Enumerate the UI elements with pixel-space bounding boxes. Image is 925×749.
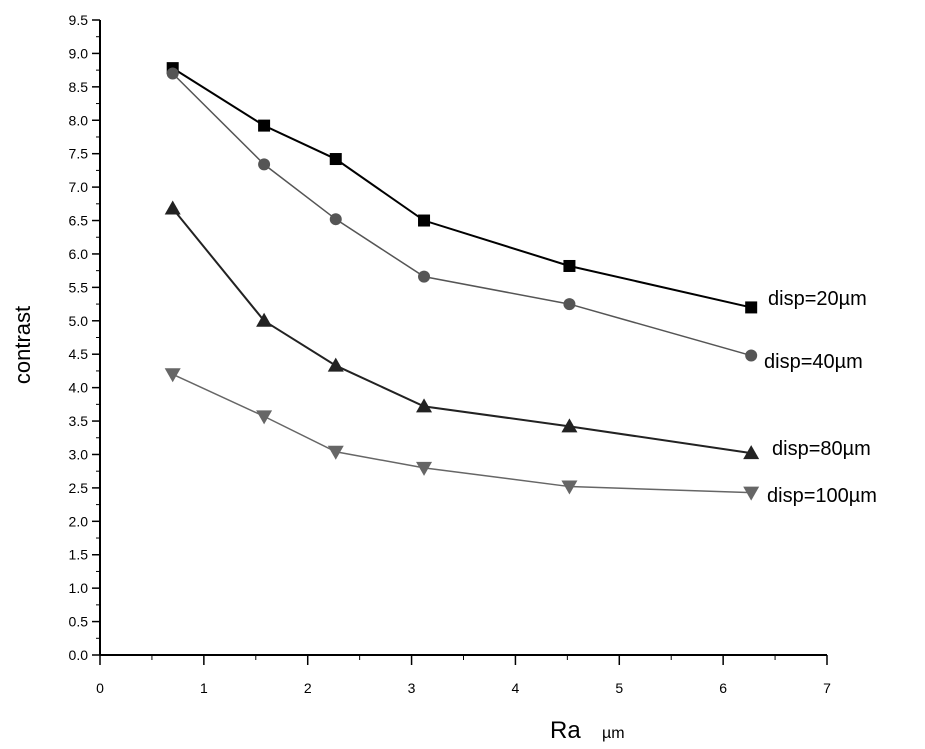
y-tick-label: 9.0 <box>69 45 89 61</box>
y-tick-label: 1.0 <box>69 580 89 596</box>
x-tick-label: 5 <box>615 680 623 696</box>
y-tick-label: 8.5 <box>69 79 89 95</box>
y-tick-label: 4.5 <box>69 346 89 362</box>
series-line <box>171 207 752 455</box>
y-tick-label: 0.5 <box>69 614 89 630</box>
series-label: disp=40µm <box>764 351 863 373</box>
data-point <box>563 298 576 311</box>
series-layer <box>164 62 760 501</box>
data-point <box>258 119 271 132</box>
x-axis-unit: µm <box>602 725 625 742</box>
series-line <box>172 373 752 494</box>
data-point <box>329 153 342 166</box>
data-point <box>416 461 433 476</box>
series-line <box>172 67 752 309</box>
x-axis-title: Ra <box>550 717 581 744</box>
data-point <box>418 214 431 227</box>
y-tick-label: 7.0 <box>69 179 89 195</box>
y-tick-label: 8.0 <box>69 112 89 128</box>
axes <box>99 20 827 656</box>
data-point <box>418 270 431 283</box>
x-axis-ticks: 0 1 2 3 4 5 6 7 <box>96 655 831 696</box>
y-axis-ticks: 0.0 0.5 1.0 1.5 2.0 2.5 3.0 3.5 4.0 4.5 5.0 5.5 6.0 6… <box>69 12 100 663</box>
y-tick-label: 7.5 <box>69 146 89 162</box>
data-point <box>166 67 179 80</box>
series-label: disp=80µm <box>772 438 871 460</box>
y-tick-label: 4.0 <box>69 380 89 396</box>
x-tick-label: 1 <box>200 680 208 696</box>
x-tick-label: 2 <box>304 680 312 696</box>
series-label: disp=20µm <box>768 288 867 310</box>
y-tick-label: 1.5 <box>69 547 89 563</box>
y-tick-label: 2.0 <box>69 513 89 529</box>
data-point <box>327 445 344 460</box>
data-point <box>164 200 181 215</box>
y-tick-label: 9.5 <box>69 12 89 28</box>
data-point <box>743 486 760 501</box>
series-labels: disp=20µm disp=40µm disp=80µm disp=100µm <box>764 288 877 507</box>
y-axis-title: contrast <box>10 306 35 384</box>
data-point <box>745 301 758 314</box>
y-tick-label: 3.0 <box>69 446 89 462</box>
data-point <box>416 398 433 413</box>
data-point <box>563 259 576 272</box>
x-tick-label: 3 <box>408 680 416 696</box>
data-point <box>164 368 181 383</box>
series-label: disp=100µm <box>767 485 877 507</box>
x-tick-label: 4 <box>512 680 520 696</box>
y-tick-label: 6.5 <box>69 213 89 229</box>
y-tick-label: 6.0 <box>69 246 89 262</box>
data-point <box>258 158 271 171</box>
data-point <box>329 213 342 226</box>
x-tick-label: 6 <box>719 680 727 696</box>
data-point <box>561 418 578 433</box>
y-tick-label: 0.0 <box>69 647 89 663</box>
data-point <box>561 480 578 495</box>
data-point <box>745 349 758 362</box>
series-line <box>172 72 752 357</box>
y-tick-label: 2.5 <box>69 480 89 496</box>
x-tick-label: 7 <box>823 680 831 696</box>
data-point <box>256 410 273 425</box>
data-point <box>743 445 760 460</box>
y-tick-label: 5.0 <box>69 313 89 329</box>
data-point <box>327 357 344 372</box>
data-point <box>256 312 273 327</box>
y-tick-label: 5.5 <box>69 279 89 295</box>
x-tick-label: 0 <box>96 680 104 696</box>
y-tick-label: 3.5 <box>69 413 89 429</box>
